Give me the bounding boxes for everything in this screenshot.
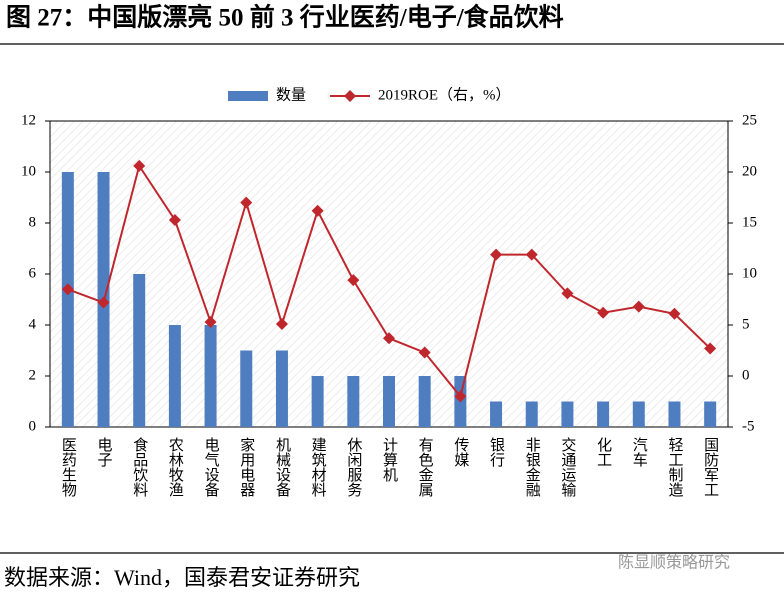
marker — [525, 248, 538, 261]
x-tick-label: 家用电器 — [238, 437, 255, 497]
marker — [168, 213, 181, 226]
y2-tick-label: 25 — [742, 112, 757, 128]
marker — [204, 315, 217, 328]
y-tick-label: 12 — [21, 112, 36, 128]
bar — [418, 376, 431, 427]
marker — [490, 248, 503, 261]
legend-label: 数量 — [276, 86, 306, 103]
bar — [490, 401, 503, 427]
marker — [704, 342, 717, 355]
marker — [561, 287, 574, 300]
x-tick-label: 传媒 — [452, 437, 469, 467]
marker — [668, 307, 681, 320]
marker — [311, 204, 324, 217]
legend-swatch — [228, 91, 268, 101]
x-tick-label: 计算机 — [381, 437, 398, 483]
bar — [383, 376, 395, 427]
x-tick-label: 汽车 — [631, 437, 648, 467]
bar — [561, 401, 574, 427]
x-tick-label: 建筑材料 — [310, 437, 327, 497]
source: 数据来源：Wind，国泰君安证券研究 — [4, 565, 360, 590]
x-tick-label: 非银金融 — [524, 437, 541, 497]
marker — [97, 296, 110, 309]
bar — [61, 172, 74, 427]
marker — [347, 274, 360, 287]
marker — [632, 300, 645, 313]
marker — [133, 159, 146, 172]
x-tick-label: 电气设备 — [203, 437, 220, 497]
legend-label: 2019ROE（右，%） — [378, 86, 511, 103]
marker — [275, 317, 288, 330]
x-tick-label: 电子 — [96, 437, 113, 467]
y2-tick-label: 15 — [742, 214, 757, 230]
x-tick-label: 交通运输 — [559, 436, 576, 497]
x-tick-label: 农林牧渔 — [167, 437, 184, 497]
marker — [61, 283, 74, 296]
chart-title: 图 27：中国版漂亮 50 前 3 行业医药/电子/食品饮料 — [6, 3, 564, 32]
y2-tick-label: 5 — [742, 316, 750, 332]
x-tick-label: 国防军工 — [702, 437, 719, 497]
bar — [204, 325, 217, 427]
bar — [597, 401, 610, 427]
y2-tick-label: 0 — [742, 367, 750, 383]
marker — [418, 346, 431, 359]
x-tick-label: 休闲服务 — [345, 437, 362, 498]
bar — [525, 401, 538, 427]
bar — [704, 401, 717, 427]
bar — [168, 325, 181, 427]
x-tick-label: 机械设备 — [274, 437, 291, 497]
bar — [133, 274, 146, 427]
x-tick-label: 有色金属 — [417, 437, 434, 497]
bar — [668, 401, 681, 427]
bar — [240, 350, 253, 427]
marker — [454, 390, 467, 403]
y-tick-label: 8 — [29, 214, 37, 230]
y-tick-label: 10 — [21, 163, 36, 179]
x-tick-label: 医药生物 — [60, 437, 77, 498]
y-tick-label: 6 — [29, 265, 37, 281]
bar — [347, 376, 360, 427]
y2-tick-label: 20 — [742, 163, 757, 179]
watermark: 陈显顺策略研究 — [618, 553, 730, 572]
x-tick-label: 食品饮料 — [131, 437, 148, 497]
bar — [632, 401, 645, 427]
legend-marker — [344, 90, 357, 102]
y2-tick-label: 10 — [742, 265, 757, 281]
y-tick-label: 2 — [29, 367, 37, 383]
x-tick-label: 化工 — [595, 437, 612, 467]
x-tick-label: 银行 — [488, 437, 505, 468]
y-tick-label: 0 — [29, 418, 37, 434]
y-tick-label: 4 — [29, 316, 37, 332]
marker — [597, 306, 610, 319]
marker — [240, 196, 253, 209]
bar — [311, 376, 324, 427]
x-tick-label: 轻工制造 — [666, 437, 683, 498]
marker — [383, 332, 395, 345]
bar — [275, 350, 288, 427]
y2-tick-label: -5 — [742, 418, 755, 434]
